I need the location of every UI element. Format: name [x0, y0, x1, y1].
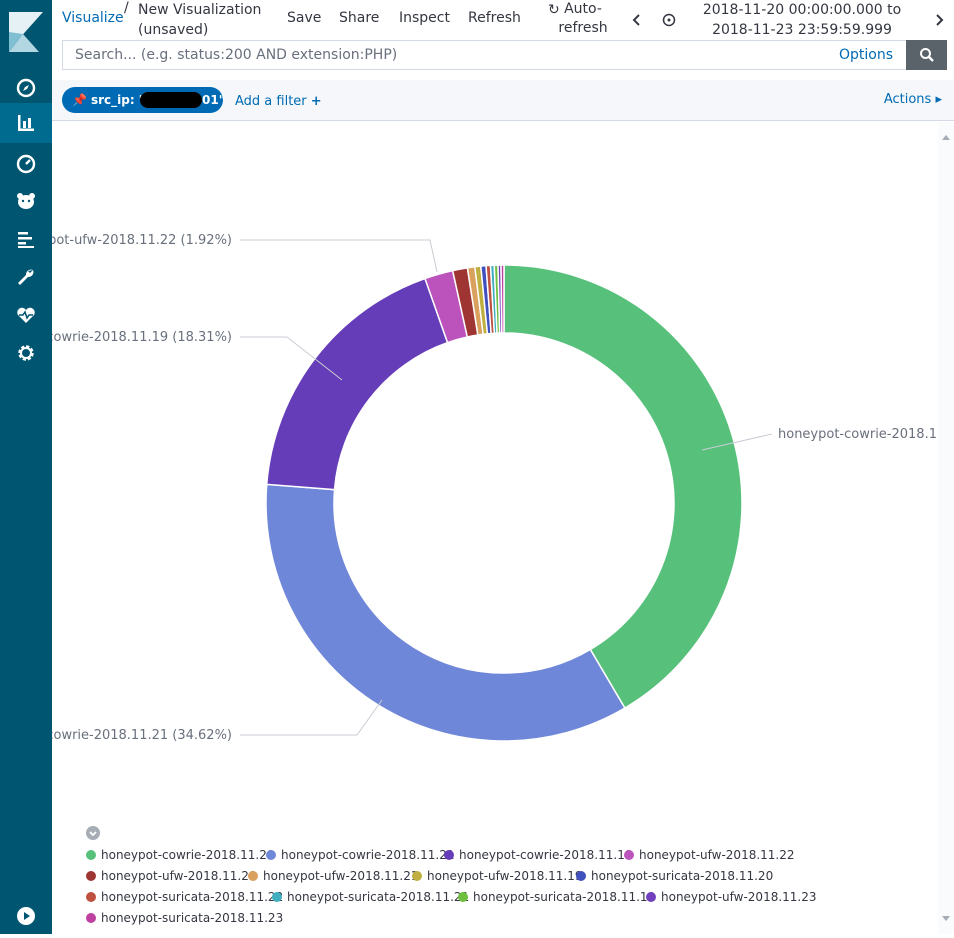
- legend-item[interactable]: honeypot-suricata-2018.11.21: [272, 890, 469, 904]
- actions-link[interactable]: Actions ▸: [884, 92, 942, 107]
- search-submit-button[interactable]: [906, 40, 947, 70]
- legend-color-dot: [86, 913, 96, 923]
- legend-color-dot: [646, 892, 656, 902]
- legend-label: honeypot-ufw-2018.11.21: [263, 869, 419, 883]
- plus-icon: +: [310, 94, 322, 109]
- legend-color-dot: [86, 850, 96, 860]
- chevron-right-icon[interactable]: [932, 12, 946, 26]
- callout-leader-line: [701, 433, 773, 451]
- breadcrumb-visualize-link[interactable]: Visualize: [62, 10, 124, 26]
- visualization-panel: honeypot-cowrie-2018.1 pot-cowrie-2018.11…: [20, 122, 954, 934]
- inspect-button[interactable]: Inspect: [399, 10, 450, 26]
- pie-slice-honeypot-cowrie-2018.11.21[interactable]: [265, 483, 626, 742]
- actions-label: Actions: [883, 92, 932, 107]
- legend-label: honeypot-suricata-2018.11.19: [473, 890, 656, 904]
- pie-slice-honeypot-suricata-2018.11.23[interactable]: [500, 264, 505, 334]
- legend-item[interactable]: honeypot-suricata-2018.11.19: [458, 890, 655, 904]
- callout-label: pot-cowrie-2018.11.19 (18.31%): [52, 330, 232, 345]
- caret-right-icon: ▸: [935, 92, 942, 107]
- discover-compass-icon[interactable]: [14, 76, 38, 100]
- filter-pill-tail: 01": [202, 93, 225, 107]
- legend-item[interactable]: honeypot-suricata-2018.11.22: [86, 890, 283, 904]
- refresh-button[interactable]: Refresh: [468, 10, 521, 26]
- vertical-scrollbar[interactable]: [938, 122, 954, 934]
- legend-color-dot: [266, 850, 276, 860]
- options-link[interactable]: Options: [838, 47, 893, 63]
- page-title: New Visualization (unsaved): [138, 2, 262, 38]
- filter-bar: 📌 src_ip: " 01" Add a filter + Actions ▸: [52, 80, 954, 121]
- legend-color-dot: [458, 892, 468, 902]
- legend-label: honeypot-suricata-2018.11.20: [591, 869, 774, 883]
- callout-leader-line: [240, 239, 438, 273]
- auto-refresh-button[interactable]: Auto-refresh: [558, 1, 608, 36]
- dashboard-gauge-icon[interactable]: [14, 152, 38, 176]
- monitoring-heartbeat-icon[interactable]: [14, 303, 38, 327]
- legend-label: honeypot-suricata-2018.11.22: [101, 890, 284, 904]
- visualize-bar-chart-icon[interactable]: [0, 103, 52, 143]
- legend-item[interactable]: honeypot-suricata-2018.11.23: [86, 911, 283, 925]
- legend-label: honeypot-suricata-2018.11.23: [101, 911, 284, 925]
- query-bar[interactable]: Search... (e.g. status:200 AND extension…: [62, 40, 907, 70]
- legend-item[interactable]: honeypot-ufw-2018.11.22: [624, 848, 795, 862]
- callout-leader-line: [240, 699, 383, 736]
- search-icon: [919, 48, 934, 62]
- timelion-bear-icon[interactable]: [14, 189, 38, 213]
- dev-tools-wrench-icon[interactable]: [14, 265, 38, 289]
- legend-color-dot: [624, 850, 634, 860]
- pie-slice-honeypot-cowrie-2018.11.20[interactable]: [503, 264, 743, 710]
- legend-toggle-icon[interactable]: [86, 826, 100, 840]
- top-nav-bar: Visualize / New Visualization (unsaved) …: [52, 0, 954, 40]
- apm-lines-icon[interactable]: [14, 227, 38, 251]
- collapse-play-icon[interactable]: [14, 904, 38, 928]
- add-filter-link[interactable]: Add a filter +: [235, 94, 322, 109]
- legend-item[interactable]: honeypot-ufw-2018.11.21: [248, 869, 419, 883]
- chevron-left-icon[interactable]: [630, 12, 644, 26]
- pie-slice-honeypot-cowrie-2018.11.19[interactable]: [265, 277, 449, 491]
- legend-label: honeypot-cowrie-2018.11.19: [459, 848, 633, 862]
- legend-label: honeypot-suricata-2018.11.21: [287, 890, 470, 904]
- legend-label: honeypot-ufw-2018.11.19: [427, 869, 583, 883]
- legend-color-dot: [86, 871, 96, 881]
- legend-item[interactable]: honeypot-cowrie-2018.11.20: [86, 848, 274, 862]
- management-gear-icon[interactable]: [14, 341, 38, 365]
- legend-label: honeypot-ufw-2018.11.23: [661, 890, 817, 904]
- donut-chart: honeypot-cowrie-2018.1 pot-cowrie-2018.11…: [20, 233, 937, 743]
- refresh-cycle-icon: ↻: [548, 2, 560, 18]
- legend-item[interactable]: honeypot-cowrie-2018.11.21: [266, 848, 454, 862]
- legend-label: honeypot-cowrie-2018.11.21: [281, 848, 455, 862]
- legend-item[interactable]: honeypot-ufw-2018.11.19: [412, 869, 583, 883]
- filter-pill-src-ip[interactable]: 📌 src_ip: " 01": [62, 87, 225, 113]
- add-filter-label: Add a filter: [235, 94, 307, 109]
- pin-icon: 📌: [72, 93, 87, 107]
- callout-leader-line: [240, 336, 343, 381]
- legend-label: honeypot-cowrie-2018.11.20: [101, 848, 275, 862]
- legend-color-dot: [86, 892, 96, 902]
- search-input[interactable]: Search... (e.g. status:200 AND extension…: [75, 47, 398, 63]
- breadcrumb-separator: /: [124, 0, 129, 16]
- legend-item[interactable]: honeypot-ufw-2018.11.23: [646, 890, 817, 904]
- save-button[interactable]: Save: [287, 10, 322, 26]
- filter-pill-label: src_ip: ": [90, 93, 146, 107]
- callout-label: pot-ufw-2018.11.22 (1.92%): [52, 233, 232, 248]
- legend-item[interactable]: honeypot-suricata-2018.11.20: [576, 869, 773, 883]
- time-range-picker[interactable]: 2018-11-20 00:00:00.000 to 2018-11-23 23…: [702, 2, 902, 38]
- sidebar: [0, 0, 52, 934]
- legend-label: honeypot-ufw-2018.11.20: [101, 869, 257, 883]
- legend-item[interactable]: honeypot-cowrie-2018.11.19: [444, 848, 632, 862]
- redacted-value: [140, 92, 202, 108]
- legend-item[interactable]: honeypot-ufw-2018.11.20: [86, 869, 257, 883]
- kibana-logo[interactable]: [9, 12, 43, 52]
- clock-icon[interactable]: [662, 12, 676, 27]
- callout-label: pot-cowrie-2018.11.21 (34.62%): [52, 728, 232, 743]
- share-button[interactable]: Share: [339, 10, 380, 26]
- legend-color-dot: [248, 871, 258, 881]
- legend-label: honeypot-ufw-2018.11.22: [639, 848, 795, 862]
- legend-color-dot: [576, 871, 586, 881]
- legend-color-dot: [272, 892, 282, 902]
- legend-color-dot: [444, 850, 454, 860]
- callout-label: honeypot-cowrie-2018.1: [778, 427, 937, 442]
- legend-color-dot: [412, 871, 422, 881]
